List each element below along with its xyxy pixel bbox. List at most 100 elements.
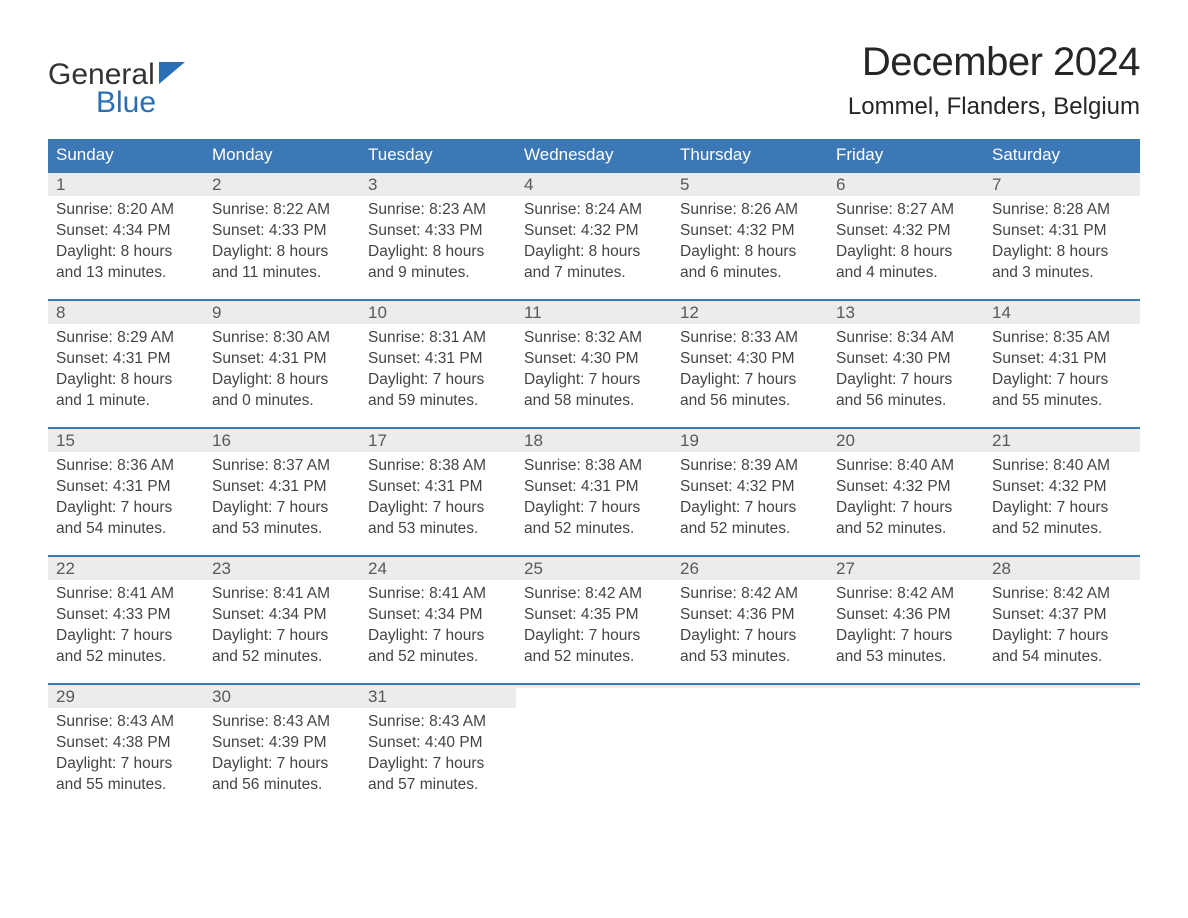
cell-line-day1: Daylight: 7 hours — [56, 626, 196, 647]
day-number: 15 — [56, 431, 75, 450]
cell-line-day1: Daylight: 7 hours — [992, 498, 1132, 519]
cell-line-sunset: Sunset: 4:31 PM — [212, 477, 352, 498]
cell-line-day1: Daylight: 7 hours — [680, 626, 820, 647]
cell-line-sunset: Sunset: 4:31 PM — [992, 221, 1132, 242]
cell-line-day1: Daylight: 7 hours — [680, 370, 820, 391]
day-number: 19 — [680, 431, 699, 450]
cell-line-day1: Daylight: 7 hours — [56, 754, 196, 775]
calendar-grid: Sunday Monday Tuesday Wednesday Thursday… — [48, 139, 1140, 811]
calendar-cell: 5Sunrise: 8:26 AMSunset: 4:32 PMDaylight… — [672, 171, 828, 299]
cell-line-day1: Daylight: 7 hours — [368, 370, 508, 391]
cell-line-sunrise: Sunrise: 8:42 AM — [836, 584, 976, 605]
cell-line-sunset: Sunset: 4:33 PM — [56, 605, 196, 626]
daynum-row: 21 — [984, 427, 1140, 452]
month-title: December 2024 — [848, 40, 1140, 85]
calendar-cell: 4Sunrise: 8:24 AMSunset: 4:32 PMDaylight… — [516, 171, 672, 299]
cell-line-day2: and 59 minutes. — [368, 391, 508, 412]
day-number: 3 — [368, 175, 377, 194]
cell-line-day2: and 53 minutes. — [368, 519, 508, 540]
cell-body: Sunrise: 8:41 AMSunset: 4:33 PMDaylight:… — [48, 580, 204, 680]
daynum-row: 9 — [204, 299, 360, 324]
calendar-cell: 3Sunrise: 8:23 AMSunset: 4:33 PMDaylight… — [360, 171, 516, 299]
cell-line-day2: and 6 minutes. — [680, 263, 820, 284]
cell-line-day2: and 52 minutes. — [992, 519, 1132, 540]
cell-line-sunrise: Sunrise: 8:24 AM — [524, 200, 664, 221]
cell-line-day1: Daylight: 7 hours — [368, 754, 508, 775]
day-number: 9 — [212, 303, 221, 322]
cell-line-day1: Daylight: 7 hours — [212, 754, 352, 775]
cell-body: Sunrise: 8:28 AMSunset: 4:31 PMDaylight:… — [984, 196, 1140, 296]
cell-line-day1: Daylight: 8 hours — [524, 242, 664, 263]
cell-line-sunrise: Sunrise: 8:38 AM — [524, 456, 664, 477]
cell-line-sunset: Sunset: 4:36 PM — [836, 605, 976, 626]
cell-line-sunset: Sunset: 4:34 PM — [368, 605, 508, 626]
cell-line-day1: Daylight: 7 hours — [680, 498, 820, 519]
cell-line-day2: and 54 minutes. — [992, 647, 1132, 668]
daynum-row — [672, 683, 828, 688]
cell-body: Sunrise: 8:36 AMSunset: 4:31 PMDaylight:… — [48, 452, 204, 552]
cell-line-sunrise: Sunrise: 8:28 AM — [992, 200, 1132, 221]
cell-line-sunrise: Sunrise: 8:43 AM — [212, 712, 352, 733]
cell-line-day1: Daylight: 7 hours — [524, 498, 664, 519]
cell-line-day1: Daylight: 7 hours — [836, 626, 976, 647]
cell-line-day1: Daylight: 7 hours — [524, 370, 664, 391]
daynum-row: 2 — [204, 171, 360, 196]
cell-line-day2: and 52 minutes. — [56, 647, 196, 668]
cell-line-sunrise: Sunrise: 8:42 AM — [680, 584, 820, 605]
cell-line-day2: and 52 minutes. — [524, 647, 664, 668]
day-number: 25 — [524, 559, 543, 578]
cell-line-sunset: Sunset: 4:38 PM — [56, 733, 196, 754]
daynum-row: 28 — [984, 555, 1140, 580]
daynum-row: 24 — [360, 555, 516, 580]
calendar-cell: 13Sunrise: 8:34 AMSunset: 4:30 PMDayligh… — [828, 299, 984, 427]
cell-line-day2: and 56 minutes. — [836, 391, 976, 412]
calendar-cell: 1Sunrise: 8:20 AMSunset: 4:34 PMDaylight… — [48, 171, 204, 299]
cell-line-day2: and 13 minutes. — [56, 263, 196, 284]
dayhead-saturday: Saturday — [984, 139, 1140, 171]
cell-line-day1: Daylight: 7 hours — [212, 498, 352, 519]
cell-line-day1: Daylight: 8 hours — [212, 242, 352, 263]
calendar-cell: 30Sunrise: 8:43 AMSunset: 4:39 PMDayligh… — [204, 683, 360, 811]
cell-line-sunrise: Sunrise: 8:22 AM — [212, 200, 352, 221]
cell-body: Sunrise: 8:40 AMSunset: 4:32 PMDaylight:… — [984, 452, 1140, 552]
cell-body: Sunrise: 8:41 AMSunset: 4:34 PMDaylight:… — [204, 580, 360, 680]
cell-line-sunset: Sunset: 4:35 PM — [524, 605, 664, 626]
cell-body: Sunrise: 8:42 AMSunset: 4:35 PMDaylight:… — [516, 580, 672, 680]
day-number: 7 — [992, 175, 1001, 194]
day-number: 28 — [992, 559, 1011, 578]
cell-body: Sunrise: 8:30 AMSunset: 4:31 PMDaylight:… — [204, 324, 360, 424]
cell-line-day2: and 53 minutes. — [836, 647, 976, 668]
cell-line-day2: and 54 minutes. — [56, 519, 196, 540]
cell-line-sunrise: Sunrise: 8:31 AM — [368, 328, 508, 349]
cell-line-sunrise: Sunrise: 8:43 AM — [368, 712, 508, 733]
cell-body: Sunrise: 8:39 AMSunset: 4:32 PMDaylight:… — [672, 452, 828, 552]
cell-line-sunset: Sunset: 4:39 PM — [212, 733, 352, 754]
day-number: 24 — [368, 559, 387, 578]
cell-line-sunset: Sunset: 4:32 PM — [836, 221, 976, 242]
daynum-row: 5 — [672, 171, 828, 196]
dayhead-sunday: Sunday — [48, 139, 204, 171]
cell-body: Sunrise: 8:42 AMSunset: 4:37 PMDaylight:… — [984, 580, 1140, 680]
cell-line-sunrise: Sunrise: 8:29 AM — [56, 328, 196, 349]
daynum-row: 23 — [204, 555, 360, 580]
daynum-row — [516, 683, 672, 688]
daynum-row: 18 — [516, 427, 672, 452]
cell-body: Sunrise: 8:31 AMSunset: 4:31 PMDaylight:… — [360, 324, 516, 424]
cell-body: Sunrise: 8:43 AMSunset: 4:38 PMDaylight:… — [48, 708, 204, 808]
cell-line-sunrise: Sunrise: 8:41 AM — [212, 584, 352, 605]
calendar-cell: 6Sunrise: 8:27 AMSunset: 4:32 PMDaylight… — [828, 171, 984, 299]
cell-line-sunrise: Sunrise: 8:20 AM — [56, 200, 196, 221]
calendar-cell: 17Sunrise: 8:38 AMSunset: 4:31 PMDayligh… — [360, 427, 516, 555]
calendar-cell — [984, 683, 1140, 811]
dayhead-wednesday: Wednesday — [516, 139, 672, 171]
calendar-cell — [516, 683, 672, 811]
cell-line-sunrise: Sunrise: 8:41 AM — [368, 584, 508, 605]
cell-body: Sunrise: 8:43 AMSunset: 4:39 PMDaylight:… — [204, 708, 360, 808]
cell-line-sunset: Sunset: 4:32 PM — [680, 221, 820, 242]
cell-line-sunrise: Sunrise: 8:23 AM — [368, 200, 508, 221]
cell-line-day1: Daylight: 8 hours — [992, 242, 1132, 263]
logo: General Blue — [48, 40, 185, 120]
calendar-cell: 16Sunrise: 8:37 AMSunset: 4:31 PMDayligh… — [204, 427, 360, 555]
cell-line-sunset: Sunset: 4:33 PM — [212, 221, 352, 242]
calendar-cell: 18Sunrise: 8:38 AMSunset: 4:31 PMDayligh… — [516, 427, 672, 555]
